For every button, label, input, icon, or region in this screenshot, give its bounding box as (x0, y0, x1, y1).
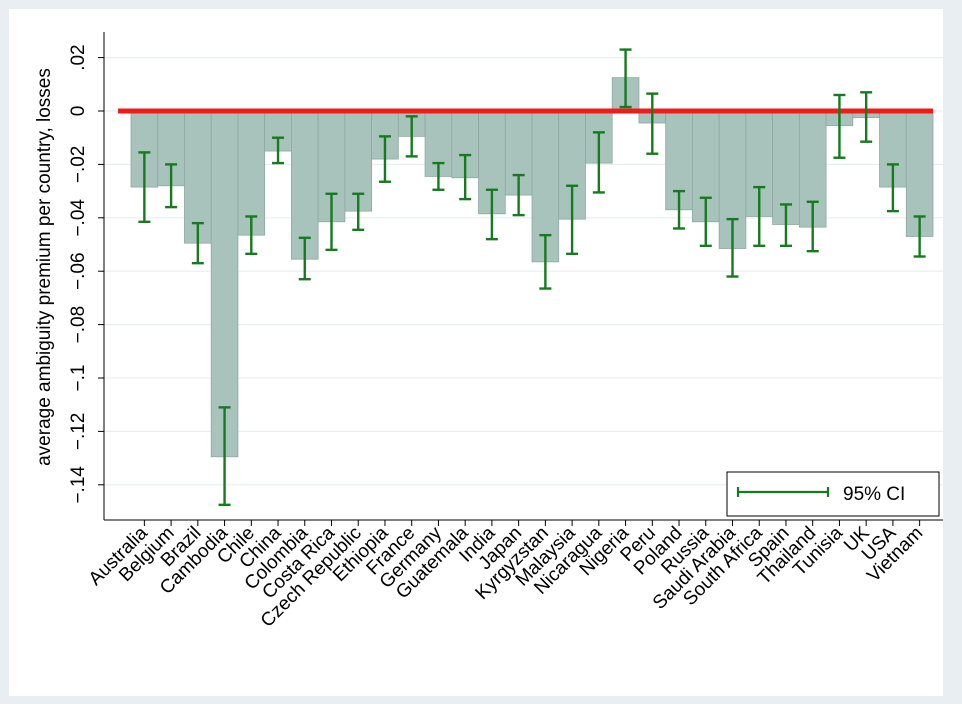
ci-malaysia (566, 184, 579, 256)
ci-ethiopia (378, 135, 391, 183)
axes (103, 32, 943, 521)
ci-colombia (298, 236, 311, 281)
ci-czech-republic (352, 192, 365, 232)
y-tick-label: −.02 (68, 146, 89, 184)
ci-brazil (191, 221, 204, 265)
ci-china (272, 136, 285, 165)
y-tick-label: −.08 (68, 306, 89, 344)
ci-guatemala (459, 153, 472, 201)
ci-tunisia (833, 93, 846, 159)
ci-cambodia (218, 406, 231, 507)
y-tick-label: −.14 (68, 466, 89, 504)
ci-poland (673, 189, 686, 230)
ci-vietnam (913, 215, 926, 258)
ci-nicaragua (592, 131, 605, 194)
ci-peru (646, 92, 659, 155)
ci-kyrgyzstan (539, 233, 552, 290)
ci-spain (779, 203, 792, 248)
y-axis-ticks: .02 0 −.02 −.04 −.06 −.08 −.1 −.12 −.14 (68, 44, 104, 504)
ci-australia (138, 151, 151, 224)
ci-uk (860, 91, 873, 143)
bar-brazil (184, 110, 212, 244)
ci-nigeria (619, 48, 632, 109)
y-tick-label: −.04 (68, 199, 89, 237)
ci-south-africa (753, 185, 766, 248)
ci-india (485, 188, 498, 241)
y-tick-label: −.1 (68, 365, 89, 392)
ci-usa (886, 163, 899, 213)
y-tick-label: −.12 (68, 413, 89, 451)
y-tick-label: .02 (68, 44, 89, 70)
ci-france (405, 115, 418, 158)
y-axis-label: average ambiguity premium per country, l… (34, 68, 55, 466)
bar-cambodia (210, 110, 239, 458)
y-tick-label: 0 (68, 106, 89, 117)
legend-ci-symbol (736, 487, 830, 497)
ci-japan (512, 173, 525, 217)
ci-germany (432, 161, 445, 191)
ci-costa-rica (325, 192, 338, 252)
ci-belgium (165, 163, 178, 209)
ci-saudi-arabia (726, 217, 739, 278)
ci-russia (699, 196, 712, 248)
ci-chile (245, 215, 258, 256)
y-tick-label: −.06 (68, 252, 89, 290)
legend-box (726, 471, 940, 517)
legend-label-95-ci: 95% CI (843, 484, 905, 505)
ci-thailand (806, 200, 819, 253)
confidence-intervals (138, 48, 926, 507)
legend: 95% CI (726, 471, 940, 517)
